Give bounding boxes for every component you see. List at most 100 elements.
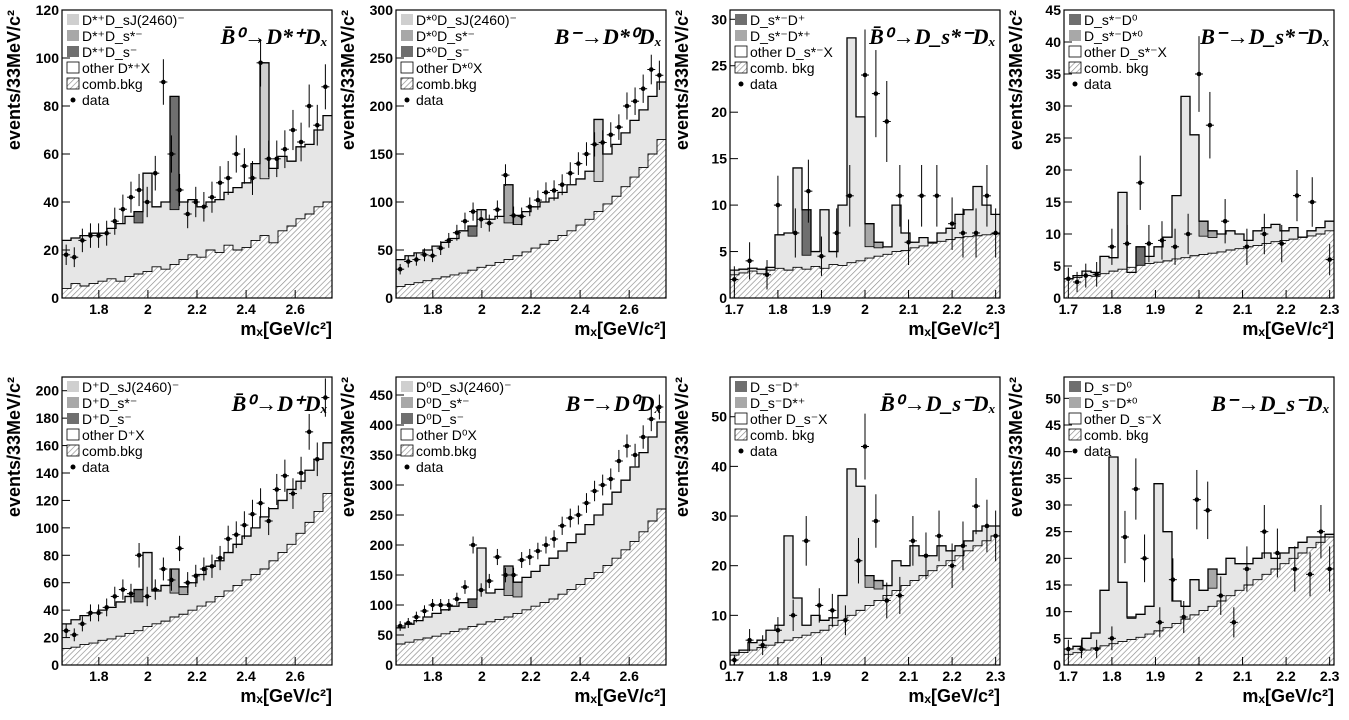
data-point xyxy=(313,104,322,146)
plot-area xyxy=(396,54,666,298)
x-tick-label: 2 xyxy=(861,668,869,684)
legend-marker xyxy=(404,97,410,103)
x-tick-label: 2.6 xyxy=(285,301,305,317)
y-tick-label: 250 xyxy=(370,50,394,66)
y-axis-label: events/33MeV/c² xyxy=(672,10,692,150)
data-point xyxy=(948,197,957,250)
data-point xyxy=(1205,91,1214,159)
x-tick-label: 2.4 xyxy=(570,301,590,317)
legend-label: comb.bkg xyxy=(82,76,143,92)
y-axis-label: events/33MeV/c² xyxy=(338,10,358,150)
y-tick-label: 0 xyxy=(719,657,727,673)
data-point xyxy=(199,192,208,222)
data-point xyxy=(1221,199,1230,244)
data-point xyxy=(1144,224,1153,263)
legend-label: other D_s⁻X xyxy=(1084,411,1162,427)
data-point xyxy=(248,161,257,195)
data-point xyxy=(582,142,591,166)
x-tick-label: 1.7 xyxy=(1059,301,1079,317)
legend-swatch xyxy=(66,61,80,74)
signal-peak-2-side xyxy=(512,581,523,598)
legend: D⁺D_sJ(2460)⁻D⁺D_s*⁻D⁺D_s⁻other D⁺Xcomb.… xyxy=(66,379,179,475)
y-tick-label: 150 xyxy=(370,146,394,162)
data-point xyxy=(493,200,502,219)
legend-swatch xyxy=(1069,14,1081,25)
legend-label: other D*⁺X xyxy=(82,60,151,76)
legend-marker xyxy=(404,464,410,470)
data-point xyxy=(1136,155,1145,210)
legend-marker xyxy=(738,81,744,87)
data-point xyxy=(921,532,930,580)
data-point xyxy=(288,478,297,509)
data-point xyxy=(321,378,330,417)
data-point xyxy=(288,109,297,151)
data-point xyxy=(948,543,957,588)
data-point xyxy=(550,530,559,548)
y-tick-label: 20 xyxy=(711,104,727,120)
legend-label: comb.bkg xyxy=(416,76,477,92)
data-point xyxy=(102,220,111,246)
x-axis-label: mₓ[GeV/c²] xyxy=(908,319,1000,339)
data-point xyxy=(224,161,233,195)
panel-title: B⁻→D⁰Dₓ xyxy=(565,391,662,416)
legend-label: D_s*⁻D*⁺ xyxy=(750,28,811,44)
data-point xyxy=(517,552,526,568)
data-point xyxy=(118,194,127,224)
legend-label: other D_s*⁻X xyxy=(750,44,834,60)
y-tick-label: 15 xyxy=(1045,194,1061,210)
data-point xyxy=(1260,505,1269,559)
data-point xyxy=(1325,546,1334,592)
legend-swatch xyxy=(735,381,747,392)
data-point xyxy=(167,569,176,591)
y-tick-label: 0 xyxy=(1053,290,1061,306)
data-point xyxy=(420,605,429,617)
y-axis-label: events/33MeV/c² xyxy=(4,10,24,150)
data-point xyxy=(1077,639,1086,659)
data-point xyxy=(232,135,241,173)
legend-swatch xyxy=(400,77,414,90)
x-axis-label: mₓ[GeV/c²] xyxy=(240,686,332,706)
plot-area xyxy=(730,29,1000,298)
data-point xyxy=(789,599,798,632)
data-point xyxy=(118,579,127,600)
data-point xyxy=(614,114,623,140)
data-point xyxy=(248,499,257,529)
comb-bkg-histogram xyxy=(62,493,332,665)
y-tick-label: 20 xyxy=(711,558,727,574)
legend-swatch xyxy=(1069,30,1081,41)
panel-title: B̄⁰→D_s⁻Dₓ xyxy=(879,391,996,416)
legend-entry: other D_s*⁻X xyxy=(1068,44,1168,60)
data-point xyxy=(1290,546,1299,592)
data-point xyxy=(566,162,575,185)
data-point xyxy=(1306,552,1315,597)
legend-swatch xyxy=(1068,428,1082,441)
y-tick-label: 100 xyxy=(36,50,60,66)
data-point xyxy=(493,548,502,566)
y-tick-label: 30 xyxy=(1045,98,1061,114)
legend-label: data xyxy=(1084,76,1111,92)
data-point xyxy=(1131,458,1140,520)
legend-label: other D⁰X xyxy=(416,427,478,443)
comb-bkg-histogram xyxy=(62,201,332,298)
legend-swatch xyxy=(67,397,79,408)
legend-entry: D_s⁻D⁺ xyxy=(735,379,800,395)
comb-bkg-histogram xyxy=(730,233,1000,298)
legend-entry: D_s*⁻D⁺ xyxy=(735,12,805,28)
data-point xyxy=(558,516,567,535)
y-tick-label: 30 xyxy=(711,508,727,524)
panel-title: B⁻→D_s⁻Dₓ xyxy=(1210,391,1330,416)
data-point xyxy=(78,228,87,253)
x-tick-label: 2.1 xyxy=(1233,668,1253,684)
data-point xyxy=(606,122,615,148)
data-point xyxy=(78,616,87,632)
legend-entry: D_s⁻D*⁺ xyxy=(735,395,805,411)
signal-peak-1 xyxy=(133,211,144,224)
signal-peak-2-side xyxy=(873,241,884,249)
data-point xyxy=(791,208,800,258)
data-point xyxy=(110,207,119,235)
data-point xyxy=(62,244,71,265)
y-tick-label: 50 xyxy=(377,627,393,643)
y-axis-label: events/33MeV/c² xyxy=(1006,10,1026,150)
data-point xyxy=(1157,221,1166,260)
